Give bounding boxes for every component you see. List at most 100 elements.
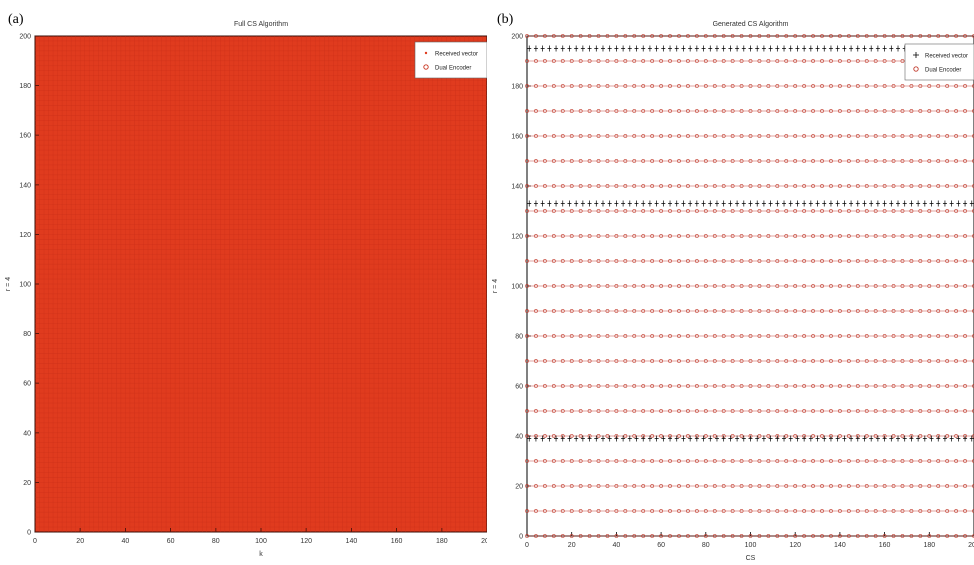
chart-b-dual-point [945, 234, 950, 238]
chart-b-dual-point [560, 159, 565, 163]
chart-b-dual-point [846, 384, 851, 388]
chart-b-dual-point [837, 59, 842, 63]
chart-b-dual-point [891, 159, 896, 163]
chart-b-dual-point [909, 34, 914, 38]
chart-b-ytick-label: 0 [519, 534, 523, 541]
chart-b-received-point [775, 200, 780, 207]
chart-b-received-point [795, 200, 800, 207]
chart-b-dual-point [694, 534, 699, 538]
chart-b-dual-point [748, 59, 753, 63]
chart-b-dual-point [721, 334, 726, 338]
chart-b-dual-point [614, 134, 619, 138]
chart-b-dual-point [569, 59, 574, 63]
chart-b-dual-point [766, 84, 771, 88]
chart-b-dual-point [614, 309, 619, 313]
chart-b-dual-point [578, 409, 583, 413]
chart-b-ytick-label: 40 [515, 434, 523, 441]
chart-b-dual-point [551, 409, 556, 413]
chart-b-dual-point [587, 84, 592, 88]
chart-b-dual-point [837, 134, 842, 138]
chart-b-dual-point [534, 534, 538, 538]
chart-b-received-point [936, 200, 941, 207]
chart-b-received-point [775, 435, 780, 442]
chart-b-dual-point [578, 484, 583, 488]
chart-b-dual-point [712, 34, 717, 38]
chart-b-dual-point [900, 234, 905, 238]
chart-b-received-point [580, 435, 585, 442]
chart-b-dual-point [829, 209, 833, 213]
chart-b-dual-point [721, 484, 726, 488]
chart-b-dual-point [587, 34, 592, 38]
chart-b-dual-point [569, 459, 574, 463]
chart-b-dual-point [525, 484, 529, 488]
chart-b-dual-point [837, 509, 842, 513]
chart-b-dual-point [623, 434, 628, 438]
chart-b-dual-point [650, 309, 655, 313]
chart-b-dual-point [945, 109, 950, 113]
chart-a-legend-box [414, 41, 487, 79]
chart-b-dual-point [686, 309, 690, 313]
chart-b-dual-point [748, 334, 753, 338]
chart-b-received-point [600, 200, 605, 207]
chart-b-dual-point [542, 534, 547, 538]
chart-b-dual-point [551, 434, 556, 438]
chart-b-dual-point [650, 59, 655, 63]
chart-b-xtick-label: 120 [789, 542, 801, 549]
chart-b-dual-point [784, 484, 789, 488]
chart-b-dual-point [686, 384, 690, 388]
chart-b-dual-point [534, 484, 538, 488]
chart-b-dual-point [632, 84, 637, 88]
chart-b-dual-point [668, 184, 672, 188]
chart-b-received-point [641, 45, 646, 52]
chart-a-xlabel: k [259, 551, 263, 558]
chart-b-dual-point [551, 134, 556, 138]
chart-b-dual-point [694, 84, 699, 88]
chart-b-dual-point [802, 84, 807, 88]
chart-b-dual-point [775, 384, 780, 388]
chart-b-dual-point [614, 284, 619, 288]
chart-b-dual-point [846, 259, 851, 263]
chart-b-dual-point [775, 359, 780, 363]
chart-b-dual-point [775, 84, 780, 88]
chart-b-dual-point [632, 384, 637, 388]
chart-b-dual-point [650, 334, 655, 338]
chart-b-dual-point [578, 509, 583, 513]
chart-b-dual-point [882, 284, 887, 288]
chart-b-dual-point [900, 409, 905, 413]
chart-b-dual-point [632, 409, 637, 413]
chart-b-dual-point [900, 384, 905, 388]
chart-b-dual-point [560, 109, 565, 113]
chart-b-dual-point [659, 484, 664, 488]
chart-b-dual-point [909, 409, 914, 413]
chart-b-dual-point [712, 209, 717, 213]
chart-b-dual-point [766, 59, 771, 63]
chart-b-dual-point [596, 434, 601, 438]
chart-b-dual-point [542, 84, 547, 88]
chart-b-xtick-label: 80 [702, 542, 710, 549]
chart-b-dual-point [677, 534, 681, 538]
chart-b-dual-point [873, 334, 878, 338]
chart-b-dual-point [739, 209, 744, 213]
chart-b-dual-point [730, 259, 735, 263]
chart-b-dual-point [525, 109, 529, 113]
chart-b-dual-point [846, 134, 851, 138]
chart-b-dual-point [766, 509, 771, 513]
chart-b-dual-point [694, 484, 699, 488]
chart-b-received-point [782, 435, 787, 442]
chart-b-dual-point [811, 309, 815, 313]
chart-b-dual-point [757, 459, 762, 463]
chart-b-dual-point [668, 59, 672, 63]
chart-b-dual-point [739, 234, 744, 238]
chart-b-received-point [842, 435, 847, 442]
chart-b-received-point [708, 435, 713, 442]
chart-b-dual-point [846, 459, 851, 463]
chart-b-dual-point [686, 209, 690, 213]
chart-b-received-point [869, 45, 874, 52]
chart-b-dual-point [694, 184, 699, 188]
chart-b-received-point [714, 435, 719, 442]
chart-b-dual-point [793, 384, 798, 388]
chart-b-dual-point [820, 84, 824, 88]
chart-b-received-point [661, 200, 666, 207]
chart-b-dual-point [614, 384, 619, 388]
chart-b-dual-point [623, 84, 628, 88]
